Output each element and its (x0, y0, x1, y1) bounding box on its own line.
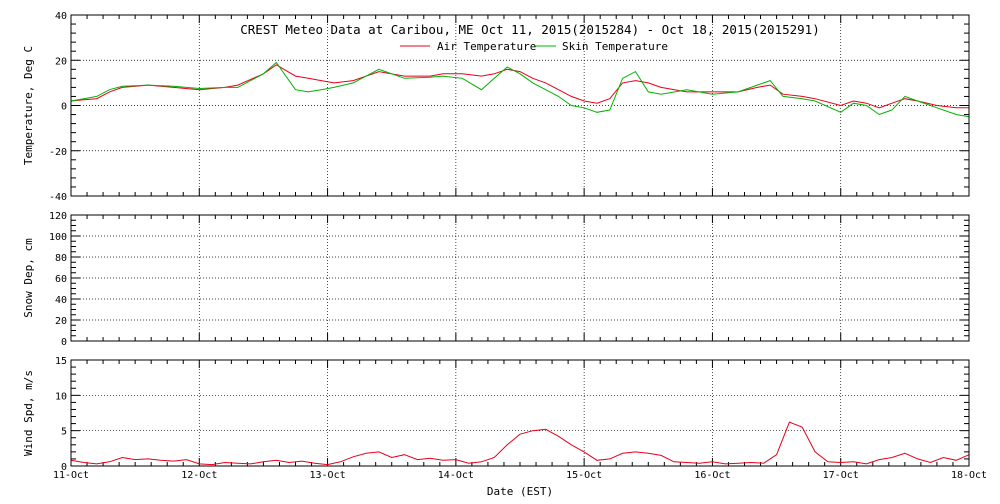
y-axis-title: Temperature, Deg C (22, 46, 35, 165)
x-tick-label: 18-Oct (951, 470, 987, 481)
panel-1: 0 20 40 60 80 100 120 Snow Dep, cm (22, 211, 970, 348)
panel-2: 0 5 10 15 Wind Spd, m/s (22, 356, 970, 473)
y-tick-label: 40 (55, 295, 67, 306)
y-tick-label: 5 (61, 427, 67, 438)
y-axis-title: Snow Dep, cm (22, 238, 35, 318)
legend: Air Temperature Skin Temperature (400, 40, 668, 53)
y-tick-label: 0 (61, 102, 67, 113)
plot-frame (70, 14, 970, 197)
x-tick-label: 13-Oct (310, 470, 346, 481)
y-tick-label: 60 (55, 274, 67, 285)
plot-frame (70, 214, 970, 342)
x-tick-label: 11-Oct (53, 470, 89, 481)
y-tick-label: 40 (55, 11, 67, 22)
plot-frame (70, 359, 970, 467)
y-tick-label: 100 (49, 232, 67, 243)
x-tick-label: 14-Oct (438, 470, 474, 481)
y-tick-label: -40 (49, 192, 67, 203)
y-tick-label: 15 (55, 356, 67, 367)
y-tick-label: 20 (55, 316, 67, 327)
y-tick-label: 0 (61, 337, 67, 348)
y-tick-label: 0 (61, 462, 67, 473)
panel-0: -40 -20 0 20 40 Temperature, Deg C (22, 11, 970, 203)
y-tick-label: -20 (49, 147, 67, 158)
y-tick-label: 120 (49, 211, 67, 222)
series-line-2-0 (70, 421, 970, 466)
x-tick-label: 16-Oct (694, 470, 730, 481)
x-tick-label: 12-Oct (181, 470, 217, 481)
x-axis-title: Date (EST) (487, 485, 553, 498)
y-tick-label: 10 (55, 391, 67, 402)
legend-label-0: Air Temperature (437, 40, 536, 53)
y-tick-label: 20 (55, 56, 67, 67)
x-tick-label: 15-Oct (566, 470, 602, 481)
y-axis-title: Wind Spd, m/s (22, 370, 35, 456)
chart-title: CREST Meteo Data at Caribou, ME Oct 11, … (240, 22, 819, 37)
legend-label-1: Skin Temperature (562, 40, 668, 53)
y-tick-label: 80 (55, 253, 67, 264)
x-tick-label: 17-Oct (823, 470, 859, 481)
series-line-0-0 (70, 64, 969, 109)
series-line-0-1 (70, 61, 970, 118)
panels-group: -40 -20 0 20 40 Temperature, Deg C 0 20 40 60 80 10… (22, 11, 970, 473)
